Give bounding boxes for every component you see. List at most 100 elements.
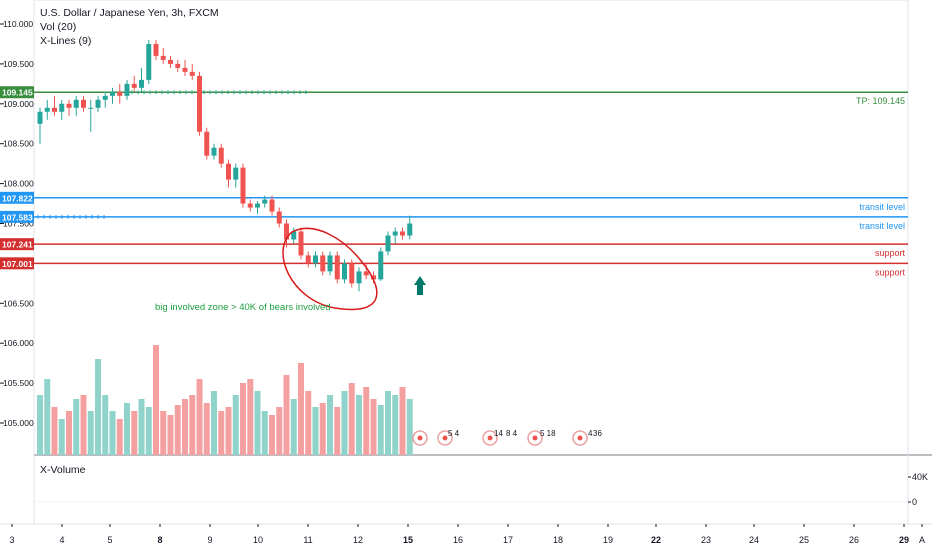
price-tick-label: 105.500 [3, 378, 34, 388]
volume-bar [392, 395, 399, 455]
volume-bar [196, 379, 203, 455]
volume-bar [283, 375, 290, 455]
volume-bar [385, 391, 391, 455]
candle-body [291, 231, 297, 240]
volume-bar [167, 415, 174, 455]
candle-body [182, 67, 188, 72]
time-tick-label: 3 [9, 535, 14, 545]
volume-bar [174, 405, 181, 455]
level-label-tp[interactable]: TP: 109.145 [856, 96, 905, 106]
level-label-support[interactable]: support [875, 267, 906, 277]
candle-body [385, 235, 391, 252]
volume-bar [131, 411, 138, 455]
volume-bar [319, 403, 326, 455]
candle-body [378, 251, 384, 280]
level-price-tag: 107.241 [2, 240, 33, 250]
economic-events[interactable]: 5 4 14 8 4 5 18 4 36 [412, 429, 602, 446]
symbol-title[interactable]: U.S. Dollar / Japanese Yen, 3h, FXCM [40, 7, 219, 19]
volume-bar [363, 387, 370, 455]
price-tick-label: 110.000 [3, 19, 33, 29]
volume-bar [261, 411, 268, 455]
volume-bar [290, 399, 297, 455]
volume-bar [232, 395, 239, 455]
volume-bar [66, 411, 72, 455]
volume-bar [269, 415, 275, 455]
level-price-tag-bg [0, 191, 34, 204]
time-axis[interactable]: 3 4 5 8 9 10 11 12 15 16 17 18 19 22 23 24 25 26 29 A [9, 524, 925, 545]
candle-body [66, 103, 72, 108]
volume-bar [327, 395, 333, 455]
candle-body [168, 59, 173, 64]
price-tick-label: 109.500 [3, 59, 34, 69]
candle-body [269, 199, 275, 212]
candle-body [313, 255, 318, 264]
candle-body [349, 263, 355, 284]
lower-pane-title[interactable]: X-Volume [40, 464, 86, 476]
lower-axis-label-bottom: 0 [912, 497, 917, 507]
volume-bar [341, 391, 348, 455]
time-tick-label: 8 [157, 535, 162, 545]
candle-body [371, 275, 376, 280]
candle-body [117, 91, 123, 96]
study-volume[interactable]: Vol (20) [40, 21, 77, 33]
event-flag-dot [417, 435, 423, 441]
volume-bar [80, 395, 87, 455]
price-axis[interactable]: 110.000 109.500 109.000 108.500 108.000 107.5… [0, 19, 34, 428]
time-tick-label: 23 [701, 535, 711, 545]
time-tick-label: 24 [749, 535, 759, 545]
candle-body [95, 99, 101, 108]
level-price-tag: 109.145 [2, 88, 33, 98]
zone-annotation-text[interactable]: big involved zone > 40K of bears involve… [155, 302, 331, 313]
volume-bar [312, 407, 319, 455]
candle-body [320, 255, 326, 272]
zone-circle-annotation[interactable] [282, 227, 378, 311]
volume-bar [247, 379, 254, 455]
candle-body [139, 79, 144, 88]
volume-bar [102, 395, 109, 455]
candle-body [160, 55, 166, 60]
event-count-label: 14 [494, 429, 503, 438]
candle-body [247, 203, 253, 208]
volume-bar [406, 399, 413, 455]
candle-body [197, 75, 202, 132]
candle-body [356, 271, 362, 284]
candle-body [363, 271, 369, 276]
volume-bar [138, 399, 145, 455]
horizontal-levels: 109.145 TP: 109.145 107.822 transit level 10… [0, 86, 908, 277]
event-count-label: 5 18 [540, 429, 556, 438]
volume-bar [377, 405, 384, 455]
level-price-tag-bg [0, 238, 34, 251]
volume-bar [51, 407, 58, 455]
candle-body [334, 255, 340, 280]
up-arrow-icon[interactable] [414, 276, 426, 295]
candlesticks [37, 39, 413, 292]
volume-bar [356, 395, 362, 455]
volume-bar [87, 411, 94, 455]
volume-bar [160, 411, 167, 455]
level-label-transit[interactable]: transit level [859, 202, 905, 212]
event-count-label: 4 [588, 429, 593, 438]
study-xlines[interactable]: X-Lines (9) [40, 35, 92, 47]
candle-body [131, 83, 137, 88]
event-flag-dot [442, 435, 448, 441]
candle-body [73, 99, 79, 108]
time-tick-label: A [919, 535, 925, 545]
candle-body [327, 255, 333, 272]
candle-body [226, 163, 231, 180]
level-price-tag-bg [0, 210, 34, 223]
volume-bar [203, 403, 210, 455]
x-lines-markers [37, 90, 307, 219]
time-tick-label: 10 [253, 535, 263, 545]
main-pane-border [33, 0, 909, 456]
time-tick-label: 15 [403, 535, 413, 545]
volume-bar [153, 345, 159, 455]
volume-bar [37, 395, 43, 455]
level-label-support[interactable]: support [875, 248, 906, 258]
candle-body [233, 167, 239, 180]
candle-body [124, 83, 130, 96]
volume-bar [334, 407, 341, 455]
level-label-transit[interactable]: transit level [859, 221, 905, 231]
time-tick-label: 5 [107, 535, 112, 545]
candle-body [44, 107, 50, 112]
